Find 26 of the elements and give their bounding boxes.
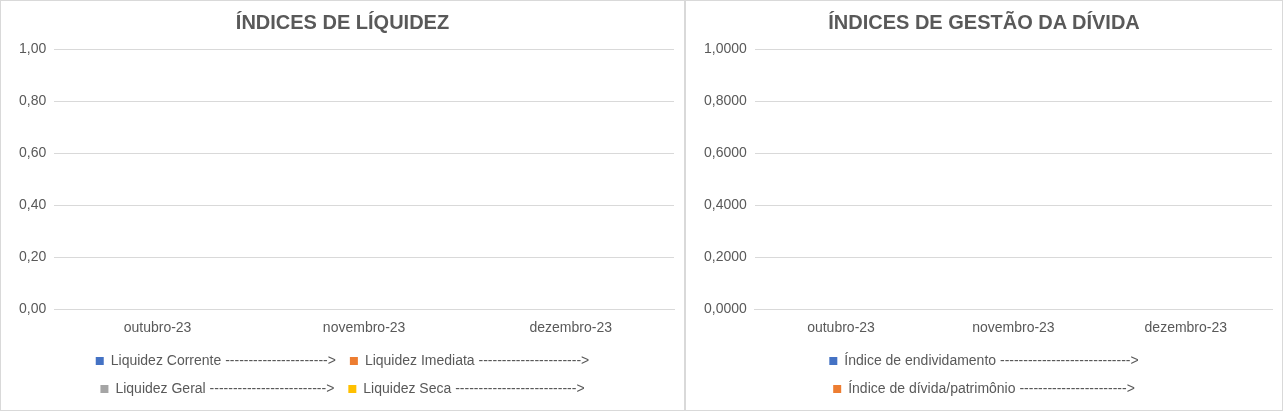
y-tick-label: 0,0000 xyxy=(703,300,748,317)
y-tick-label: 1,00 xyxy=(19,39,47,56)
legend-label: Liquidez Seca --------------------------> xyxy=(363,379,585,396)
legend-label: Liquidez Geral -------------------------> xyxy=(115,379,335,396)
legend-label: Liquidez Imediata ----------------------> xyxy=(364,351,590,368)
legend-label: Índice de dívida/patrimônio -----------------------> xyxy=(848,379,1135,396)
chart-title: ÍNDICES DE GESTÃO DA DÍVIDA xyxy=(828,10,1140,33)
legend-label: Índice de endividamento ----------------------------> xyxy=(844,351,1139,368)
y-tick-label: 0,2000 xyxy=(703,248,748,265)
y-tick-label: 1,0000 xyxy=(703,39,748,56)
x-tick-label: novembro-23 xyxy=(972,319,1055,336)
y-tick-label: 0,60 xyxy=(19,143,47,160)
x-tick-label: outubro-23 xyxy=(123,319,192,336)
x-tick-label: outubro-23 xyxy=(807,319,876,336)
y-tick-label: 0,6000 xyxy=(703,143,748,160)
y-tick-label: 0,80 xyxy=(19,91,47,108)
legend-label: Liquidez Corrente ----------------------> xyxy=(110,351,336,368)
y-tick-label: 0,20 xyxy=(19,248,47,265)
x-tick-label: dezembro-23 xyxy=(1144,319,1228,336)
chart-title: ÍNDICES DE LÍQUIDEZ xyxy=(235,10,450,33)
y-tick-label: 0,4000 xyxy=(703,195,748,212)
y-tick-label: 0,00 xyxy=(19,300,47,317)
y-tick-label: 0,8000 xyxy=(703,91,748,108)
y-tick-label: 0,40 xyxy=(19,195,47,212)
x-tick-label: dezembro-23 xyxy=(529,319,613,336)
x-tick-label: novembro-23 xyxy=(322,319,406,336)
